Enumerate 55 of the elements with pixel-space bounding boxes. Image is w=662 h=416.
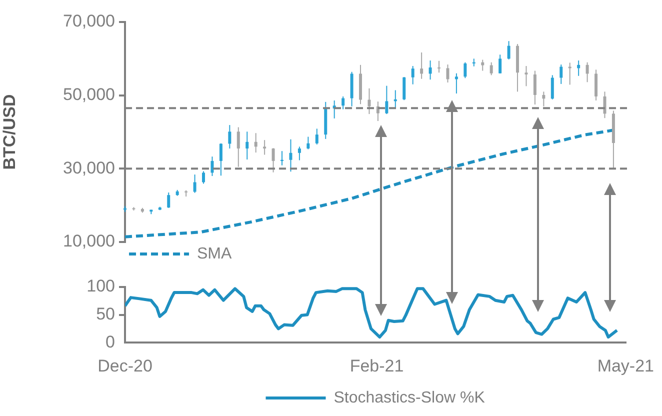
candlestick [454,72,458,94]
candlestick [298,146,301,161]
y-tick-label: 50 [96,304,115,324]
candlestick [428,60,432,80]
x-tick-label: Dec-20 [98,356,152,376]
legend-label: SMA [197,245,232,262]
candlestick [236,126,240,168]
candlestick [306,136,310,150]
candlestick [498,54,502,74]
candlestick [228,124,232,149]
candlestick [254,132,258,154]
y-tick-label: 100 [86,276,115,296]
candlestick [210,156,214,176]
legend-label: Stochastics-Slow %K [334,389,486,406]
candlestick [246,131,249,160]
candlestick [560,64,563,84]
candlestick [193,174,196,194]
candlestick [507,40,510,60]
y-tick-label: 30,000 [63,158,115,178]
candlestick [280,150,284,166]
candlestick [568,62,572,86]
candlestick [289,138,292,172]
y-axis-title: BTC/USD [0,94,19,170]
candlestick [202,170,206,184]
candlestick [542,91,546,107]
candlestick [524,66,528,87]
candlestick [472,58,476,67]
candlestick [219,142,222,176]
candlestick [342,96,345,110]
candlestick [464,62,467,79]
candlestick [533,70,536,105]
candlestick [272,148,275,173]
candlestick [411,66,414,85]
candlestick [263,140,266,156]
y-tick-label: 50,000 [63,85,115,104]
x-tick-label: May-21 [597,356,654,376]
candlestick [402,76,406,101]
candlestick [315,128,318,145]
candlestick [385,85,388,115]
candlestick [586,62,589,83]
candlestick [550,74,554,100]
candlestick [446,64,450,83]
y-tick-label: 0 [106,332,115,352]
candlestick [594,69,598,101]
y-tick-label: 10,000 [63,232,115,251]
candlestick [481,59,484,72]
y-tick-label: 70,000 [63,12,115,31]
x-tick-label: Feb-21 [350,356,404,376]
candlestick [438,60,441,74]
candlestick [490,62,493,76]
candlestick [368,88,371,115]
candlestick [420,52,424,80]
candlestick [603,91,606,119]
candlestick [577,60,580,76]
candlestick [167,192,170,208]
